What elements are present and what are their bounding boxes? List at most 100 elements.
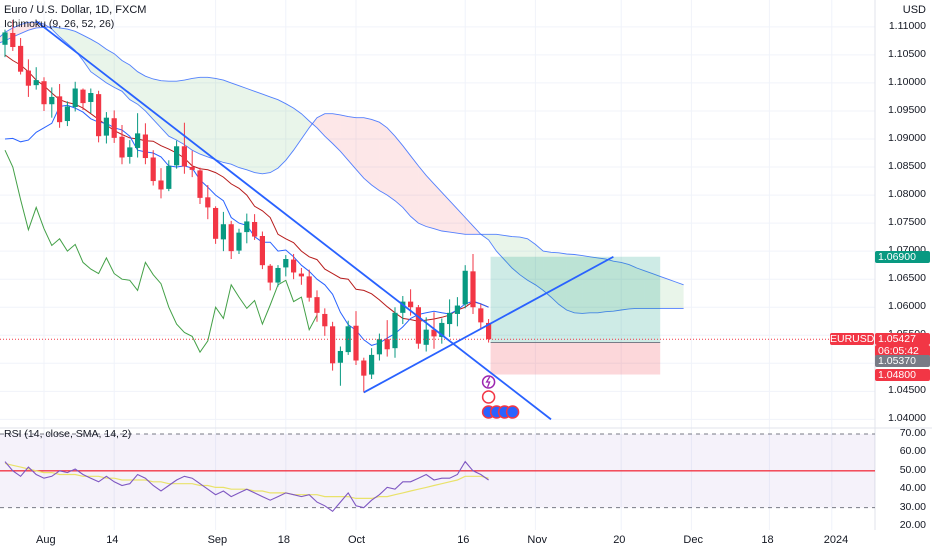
cloud-segment <box>621 262 629 311</box>
cloud-segment <box>597 257 606 313</box>
lightning-icon <box>485 376 491 388</box>
cloud-segment <box>176 80 185 145</box>
short-position-tool[interactable] <box>490 256 661 375</box>
candle-body <box>41 81 47 105</box>
rsi-tick-label: 30.00 <box>899 500 926 513</box>
time-tick-label: Oct <box>348 534 366 546</box>
candle-body <box>369 354 375 375</box>
trendlines[interactable] <box>35 20 614 421</box>
cloud-segment <box>262 94 271 174</box>
target-price-tag: 1.06900 <box>875 250 930 263</box>
cloud-segment <box>317 113 325 137</box>
candle-body <box>314 297 320 313</box>
price-tick-label: 1.11000 <box>888 19 926 32</box>
symbol-price-tag: EURUSD <box>830 333 875 346</box>
kijun-line <box>4 54 489 322</box>
price-tick-label: 1.10000 <box>888 75 926 88</box>
price-tick-label: 1.08500 <box>888 160 926 173</box>
candle-body <box>353 325 359 361</box>
cloud-segment <box>239 85 247 170</box>
candle-body <box>111 118 117 138</box>
leading-span-b <box>0 21 684 314</box>
price-tick-label: 1.04000 <box>888 412 926 425</box>
candle-body <box>486 322 492 340</box>
ichimoku-cloud <box>0 22 684 314</box>
price-tick-label: 1.06000 <box>888 300 926 313</box>
event-markers[interactable] <box>481 375 520 419</box>
candle-body <box>447 312 453 325</box>
candle-body <box>431 329 437 337</box>
cloud-segment <box>566 253 575 313</box>
cloud-segment <box>348 116 356 170</box>
cloud-segment <box>379 122 388 196</box>
cloud-segment <box>558 252 567 311</box>
cloud-segment <box>652 273 661 309</box>
time-tick-label: Aug <box>36 534 56 546</box>
time-tick-label: 16 <box>457 534 470 546</box>
cloud-segment <box>254 91 263 174</box>
cloud-segment <box>629 264 637 309</box>
bar-countdown-tag: 06:05:42 <box>875 345 930 358</box>
currency-label[interactable]: USD <box>902 4 926 16</box>
cloud-segment <box>324 113 333 144</box>
cloud-segment <box>590 256 598 313</box>
cloud-segment <box>293 108 302 151</box>
time-tick-label: 18 <box>761 534 774 546</box>
cloud-segment <box>371 119 380 191</box>
candle-body <box>197 170 203 198</box>
candle-body <box>244 221 250 233</box>
rsi-tick-label: 70.00 <box>899 427 926 439</box>
price-tick-label: 1.08000 <box>888 188 926 201</box>
cloud-segment <box>75 31 83 61</box>
candle-body <box>376 339 382 355</box>
price-tick-label: 1.04500 <box>888 384 926 397</box>
cloud-segment <box>98 43 107 83</box>
symbol-title-text: Euro / U.S. Dollar, 1D, FXCM <box>4 4 147 16</box>
candle-body <box>291 259 297 273</box>
eu-flag-event-icon <box>505 405 520 419</box>
candle-body <box>236 232 242 251</box>
candle-body <box>174 146 180 166</box>
cloud-segment <box>636 267 645 309</box>
candle-body <box>189 167 195 170</box>
time-tick-label: 2024 <box>823 534 849 546</box>
time-tick-label: 14 <box>106 534 119 546</box>
price-tick-label: 1.07500 <box>888 216 926 229</box>
cloud-segment <box>145 76 154 120</box>
candle-body <box>72 88 78 108</box>
cloud-segment <box>332 113 341 152</box>
cloud-segment <box>504 235 512 268</box>
time-tick-label: Nov <box>527 534 547 546</box>
candle-body <box>415 307 421 344</box>
candle-body <box>181 146 187 167</box>
rsi-panel <box>0 433 875 513</box>
candle-body <box>127 147 133 157</box>
candle-body <box>57 96 63 123</box>
trendline <box>363 255 614 394</box>
loss-zone <box>490 342 661 375</box>
candle-body <box>283 259 289 268</box>
cloud-segment <box>418 165 427 227</box>
candle-body <box>205 197 211 208</box>
cloud-segment <box>668 279 676 309</box>
rsi-tick-label: 60.00 <box>899 445 926 458</box>
rsi-tick-label: 20.00 <box>899 519 926 531</box>
cloud-segment <box>363 117 372 185</box>
time-tick-label: 20 <box>613 534 626 546</box>
stop-price-tag: 1.04800 <box>875 368 930 381</box>
cloud-segment <box>488 234 497 252</box>
time-tick-label: 18 <box>277 534 291 546</box>
rsi-legend[interactable]: RSI (14, close, SMA, 14, 2) <box>4 428 132 440</box>
cloud-segment <box>441 192 450 233</box>
candle-body <box>33 80 39 86</box>
candle-body <box>384 339 390 350</box>
cloud-segment <box>192 77 200 155</box>
ichimoku-legend[interactable]: Ichimoku (9, 26, 52, 26) <box>4 18 115 30</box>
cloud-segment <box>675 281 684 309</box>
candle-body <box>166 165 172 189</box>
cloud-segment <box>434 183 442 231</box>
price-tick-label: 1.10500 <box>888 47 926 60</box>
cloud-segment <box>613 261 622 312</box>
us-flag-event-icon <box>481 390 496 404</box>
